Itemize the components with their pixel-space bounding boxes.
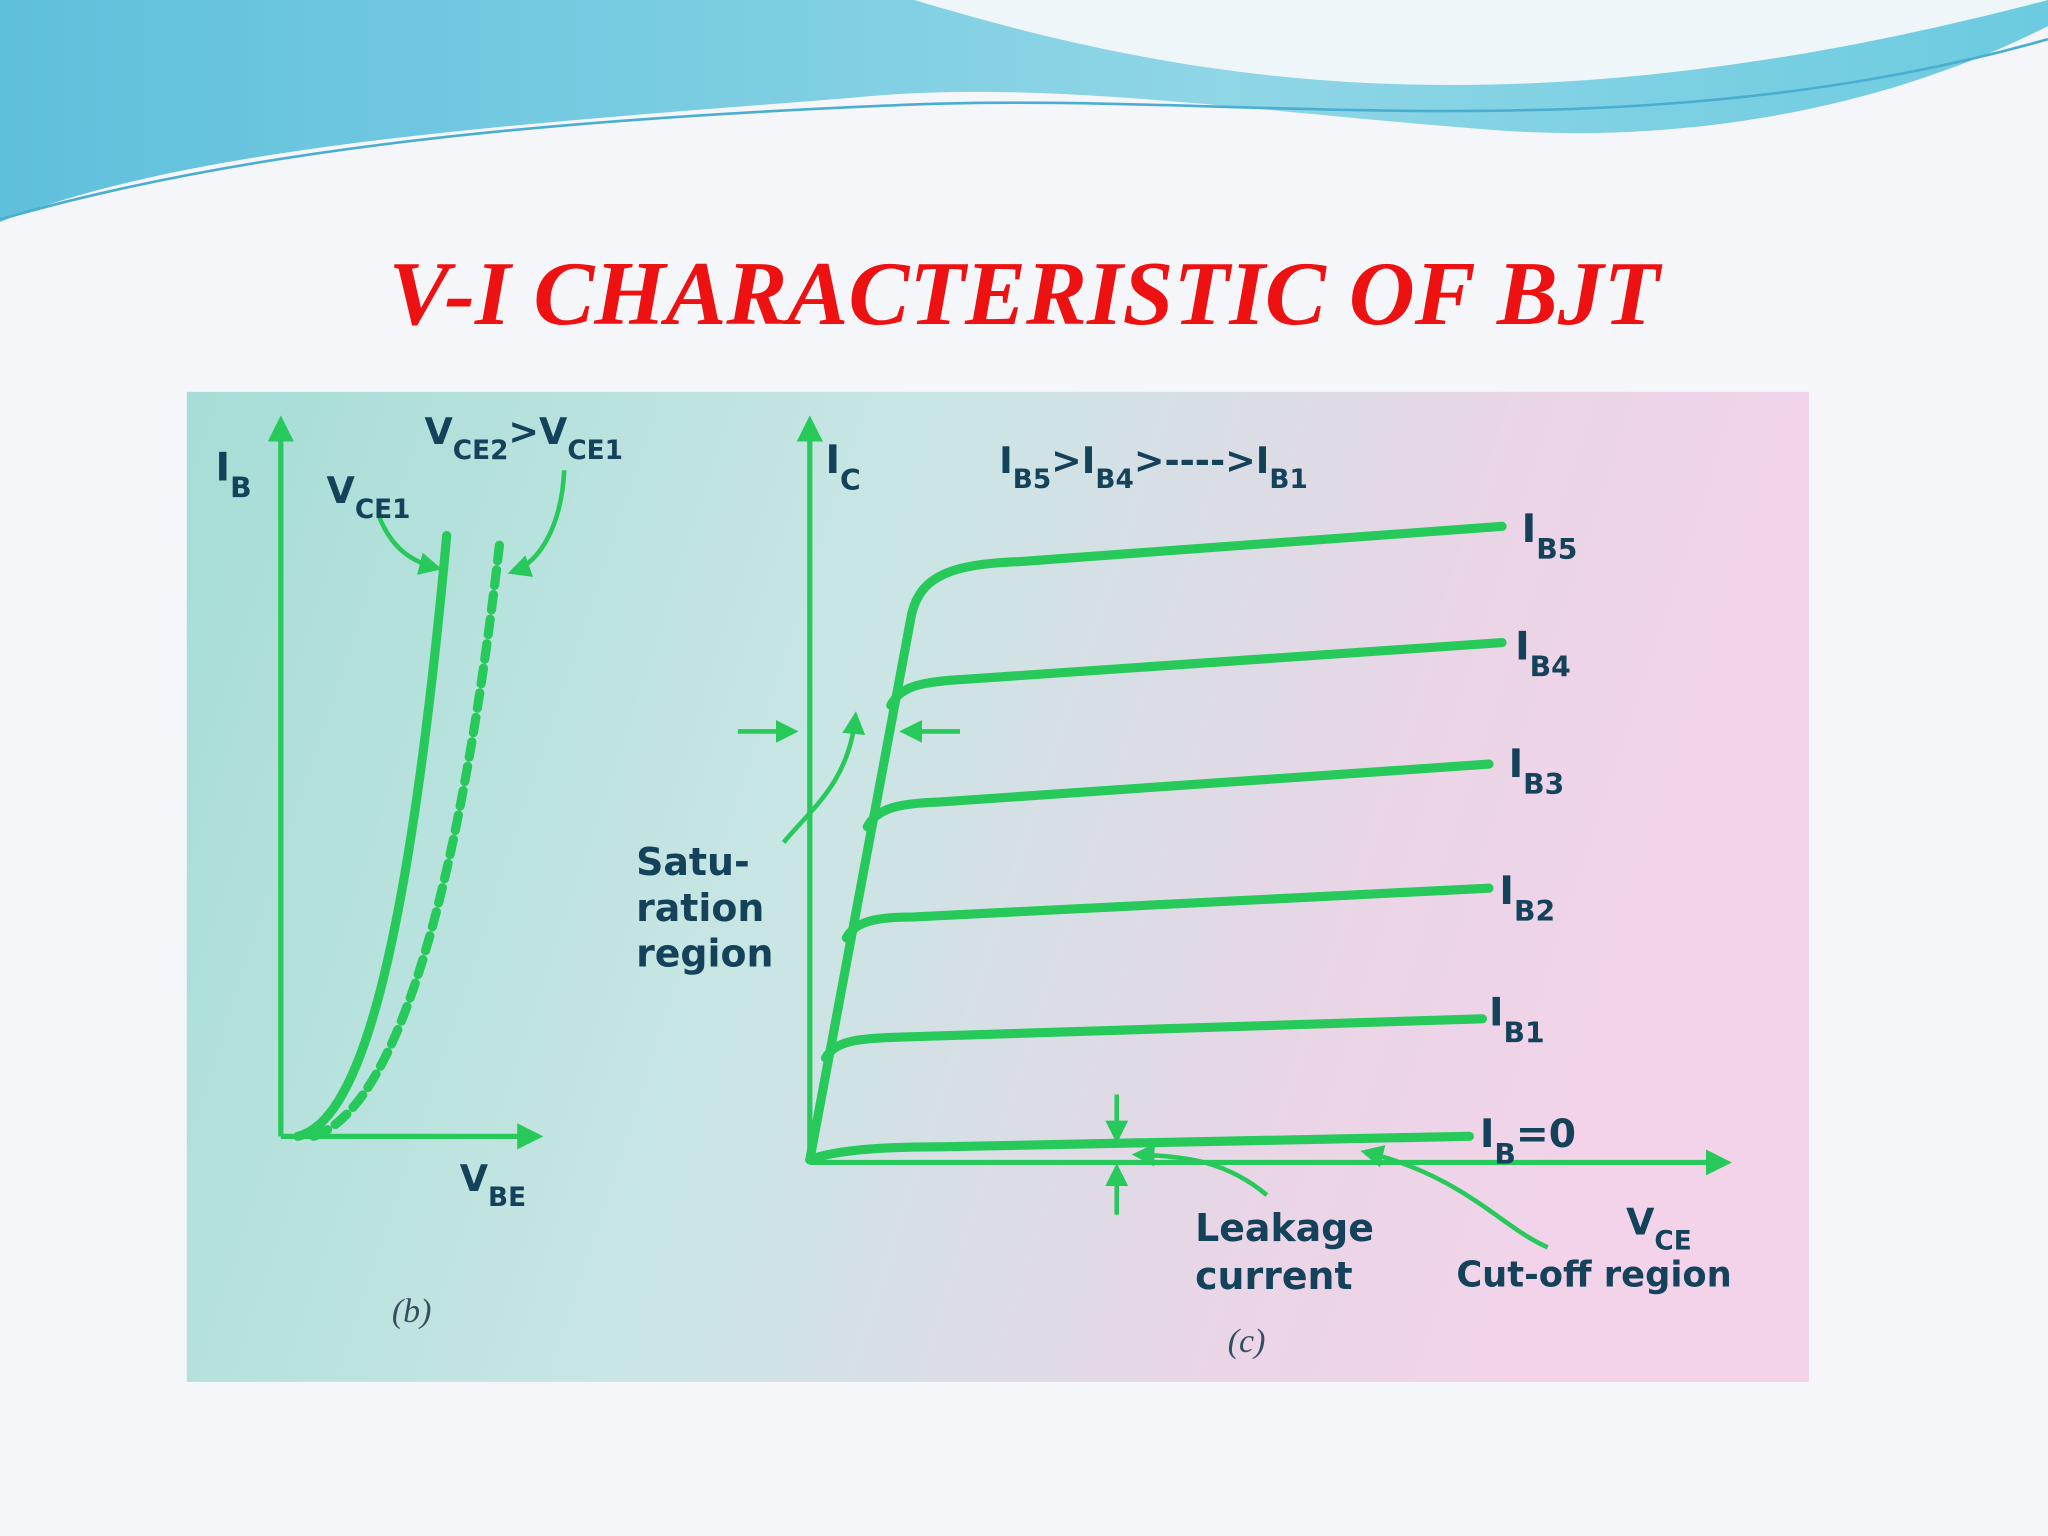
label-text: I [1522, 507, 1537, 552]
leakage-label: Leakage [1195, 1206, 1374, 1250]
curve-label: IB2 [1499, 869, 1555, 928]
subscript: CE [1654, 1226, 1691, 1256]
curve [805, 521, 1507, 1165]
subscript: C [840, 463, 861, 496]
subscript: CE2 [453, 436, 509, 466]
curve-label: IB=0 [1480, 1112, 1576, 1171]
subscript: B5 [1536, 533, 1577, 566]
curve-label: IB3 [1509, 742, 1565, 801]
saturation-label: ration [636, 886, 764, 930]
figure-background [186, 391, 1809, 1382]
curve [820, 1014, 1488, 1063]
title: V-I CHARACTERISTIC OF BJT [389, 243, 1663, 344]
subscript: B4 [1530, 650, 1571, 683]
order-label: IB5>IB4>---->IB1 [999, 439, 1308, 495]
annotation-arrow [781, 711, 866, 844]
leakage-label: current [1195, 1254, 1352, 1298]
label-text: I [1509, 742, 1524, 787]
annotation-arrow [1131, 1143, 1269, 1197]
subscript: BE [488, 1183, 526, 1213]
label-text: V [1626, 1200, 1655, 1243]
caption: (b) [392, 1293, 432, 1330]
label-text: >---->I [1134, 439, 1270, 482]
curve-label: IB1 [1489, 990, 1545, 1049]
x-axis-label: VCE [1626, 1200, 1692, 1256]
annotation-arrow [507, 470, 567, 577]
subscript: B1 [1504, 1016, 1545, 1049]
cutoff-label: Cut-off region [1456, 1255, 1731, 1296]
panel-c [737, 415, 1732, 1250]
label-text: I [1499, 869, 1514, 914]
label-text: I [1480, 1112, 1495, 1157]
label-text: >I [1051, 439, 1095, 482]
label-text: I [1515, 625, 1530, 670]
subscript: B [1494, 1137, 1516, 1170]
subscript: B4 [1095, 465, 1133, 495]
saturation-label: region [636, 932, 773, 976]
curve-label: VCE2>VCE1 [424, 410, 623, 466]
wave-highlight [914, 0, 2048, 85]
subscript: B3 [1523, 768, 1564, 801]
label-text: V [327, 469, 356, 512]
label-text: I [825, 438, 840, 483]
panel-b [267, 415, 567, 1150]
annotation-arrow [376, 515, 442, 575]
label-text: I [1489, 990, 1504, 1035]
curve [841, 883, 1494, 943]
subscript: CE1 [567, 436, 623, 466]
wave-line [0, 37, 2048, 221]
annotation-arrow [1360, 1145, 1549, 1250]
label-text: I [999, 439, 1013, 482]
curve-label: VCE1 [327, 469, 411, 525]
subscript: B [230, 471, 252, 504]
label-text: >V [508, 410, 568, 453]
label-text: =0 [1516, 1112, 1576, 1157]
x-axis-label: VBE [460, 1157, 526, 1213]
subscript: B1 [1269, 465, 1307, 495]
label-text: V [460, 1157, 489, 1200]
label-text: I [216, 446, 231, 491]
saturation-label: Satu- [636, 840, 750, 884]
solid-curve [293, 530, 452, 1141]
caption: (c) [1228, 1323, 1266, 1360]
curve [805, 1131, 1474, 1165]
curve-label: IB5 [1522, 507, 1578, 566]
y-axis-label: IC [825, 438, 860, 497]
curve [886, 638, 1507, 710]
subscript: B2 [1514, 894, 1555, 927]
subscript: B5 [1013, 465, 1051, 495]
label-text: V [424, 410, 453, 453]
curve [862, 759, 1494, 832]
curve-label: IB4 [1515, 625, 1571, 684]
y-axis-label: IB [216, 446, 252, 505]
dashed-curve [308, 533, 505, 1141]
subscript: CE1 [355, 495, 411, 525]
